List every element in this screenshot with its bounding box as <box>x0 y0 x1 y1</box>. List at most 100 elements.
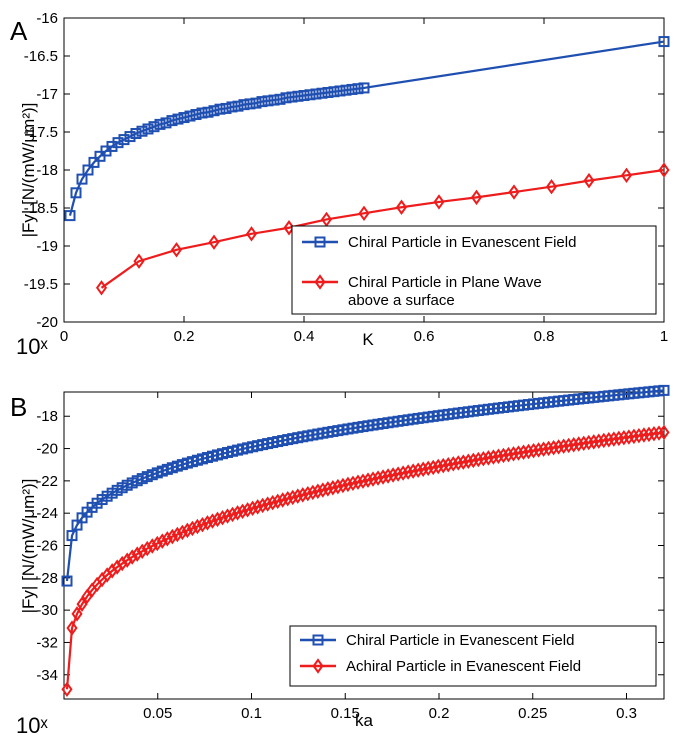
data-point <box>131 546 143 562</box>
series-1 <box>64 36 670 222</box>
data-point <box>201 515 214 531</box>
data-point <box>61 681 73 698</box>
data-point <box>377 469 389 485</box>
data-point <box>268 94 280 106</box>
data-point <box>160 117 172 129</box>
data-point <box>202 106 214 118</box>
data-point <box>322 481 334 497</box>
data-point <box>76 596 88 612</box>
data-point <box>166 115 178 127</box>
data-point <box>538 441 550 457</box>
data-point <box>608 431 620 447</box>
data-point <box>337 477 349 494</box>
data-point <box>181 522 193 539</box>
legend-swatch-marker <box>314 274 326 290</box>
data-point <box>342 476 354 493</box>
data-point <box>186 520 198 537</box>
y-axis-label: |Fy| [N/(mW/μm²)] <box>19 103 38 238</box>
data-point <box>136 125 148 137</box>
data-point <box>252 499 264 515</box>
data-point <box>171 526 183 543</box>
legend: Chiral Particle in Evanescent Field Achir… <box>289 625 657 687</box>
data-point <box>583 434 595 451</box>
data-point <box>407 463 419 479</box>
y-tick-label: -24 <box>36 505 58 522</box>
data-point <box>472 451 484 468</box>
data-point <box>280 92 292 104</box>
panel-b: B -34 -32 -30 -28 -26 -24 -22 -20 -18 0.05 0.1 0.15 0… <box>10 384 670 738</box>
data-point <box>95 280 108 296</box>
data-point <box>151 535 163 552</box>
data-point <box>206 513 219 529</box>
data-point <box>247 500 259 517</box>
data-point <box>352 474 364 490</box>
data-point <box>208 234 220 250</box>
data-point <box>216 509 229 526</box>
data-point <box>357 473 369 489</box>
data-point <box>593 433 605 449</box>
x-tick-label: 0.25 <box>518 705 547 722</box>
data-point <box>417 461 429 477</box>
data-point <box>190 109 202 121</box>
series-layer <box>64 36 670 296</box>
data-point <box>462 453 474 469</box>
data-point <box>508 184 520 200</box>
legend-swatch-marker <box>314 236 326 248</box>
x-tick-label: 0.4 <box>294 328 315 345</box>
data-point <box>433 194 445 210</box>
data-point <box>250 97 262 109</box>
data-point <box>548 439 560 456</box>
data-point <box>227 506 239 523</box>
data-point <box>317 482 329 498</box>
scale-note: 10ˣ <box>16 334 48 359</box>
data-point <box>267 494 279 511</box>
data-point <box>146 538 158 554</box>
data-point <box>76 173 88 185</box>
data-point <box>277 492 289 508</box>
x-tick-label: 0.2 <box>429 705 450 722</box>
data-point <box>658 384 670 396</box>
series-layer <box>61 384 670 698</box>
data-point <box>262 95 274 107</box>
data-point <box>272 493 284 510</box>
data-point <box>387 467 399 483</box>
y-tick-label: -17 <box>36 86 58 103</box>
data-point <box>457 454 469 470</box>
x-tick-label: 0 <box>60 328 68 345</box>
panel-letter: A <box>10 16 28 46</box>
data-point <box>492 448 504 464</box>
data-point <box>242 502 254 518</box>
data-point <box>66 530 78 542</box>
data-point <box>71 606 83 622</box>
x-axis-label: ka <box>355 711 374 730</box>
data-point <box>545 179 558 195</box>
data-point <box>543 440 555 457</box>
data-point <box>395 199 408 215</box>
data-point <box>322 86 334 98</box>
data-point <box>304 89 316 101</box>
data-point <box>427 459 439 476</box>
data-point <box>528 442 540 459</box>
data-point <box>327 480 339 496</box>
data-point <box>196 107 208 119</box>
data-point <box>588 434 600 450</box>
data-point <box>70 187 82 199</box>
data-point <box>287 489 299 506</box>
data-point <box>346 83 358 95</box>
legend-label: Chiral Particle in Evanescent Field <box>346 632 574 649</box>
data-point <box>352 83 364 95</box>
x-tick-label: 0.8 <box>534 328 555 345</box>
y-tick-label: -17.5 <box>24 124 58 141</box>
legend-box <box>289 625 657 687</box>
data-point <box>467 452 479 469</box>
x-tick-label: 0.2 <box>174 328 195 345</box>
data-point <box>298 90 310 102</box>
data-point <box>237 503 249 520</box>
data-point <box>191 518 203 535</box>
data-point <box>320 211 333 228</box>
y-tick-label: -16 <box>36 10 58 27</box>
data-point <box>257 497 269 514</box>
data-point <box>397 465 409 481</box>
data-point <box>558 438 570 454</box>
